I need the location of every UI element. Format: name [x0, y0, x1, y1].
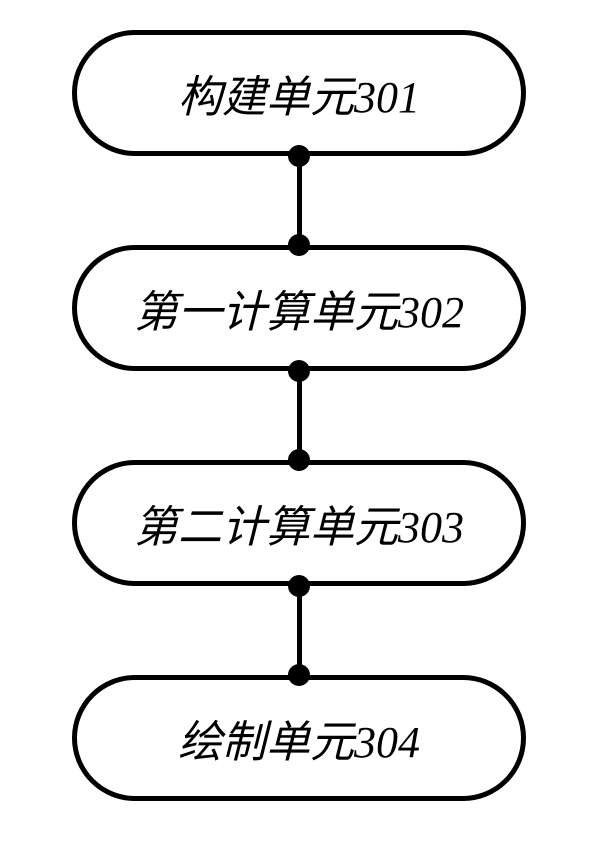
flowchart-node-label: 构建单元301	[178, 61, 420, 125]
flowchart-connector-dot	[288, 234, 310, 256]
flowchart-node: 绘制单元304	[72, 675, 526, 801]
flowchart-node: 第一计算单元302	[72, 245, 526, 371]
flowchart-connector	[297, 371, 302, 460]
flowchart-node-label: 第二计算单元303	[134, 491, 464, 555]
flowchart-connector	[297, 156, 302, 245]
flowchart-node-label: 绘制单元304	[178, 706, 420, 770]
flowchart-connector-dot	[288, 664, 310, 686]
flowchart-connector-dot	[288, 360, 310, 382]
flowchart-node: 第二计算单元303	[72, 460, 526, 586]
flowchart-node: 构建单元301	[72, 30, 526, 156]
flowchart-connector	[297, 586, 302, 675]
flowchart-connector-dot	[288, 145, 310, 167]
flowchart-connector-dot	[288, 449, 310, 471]
flowchart-diagram: 构建单元301 第一计算单元302 第二计算单元303 绘制单元304	[0, 0, 599, 843]
flowchart-connector-dot	[288, 575, 310, 597]
flowchart-node-label: 第一计算单元302	[134, 276, 464, 340]
